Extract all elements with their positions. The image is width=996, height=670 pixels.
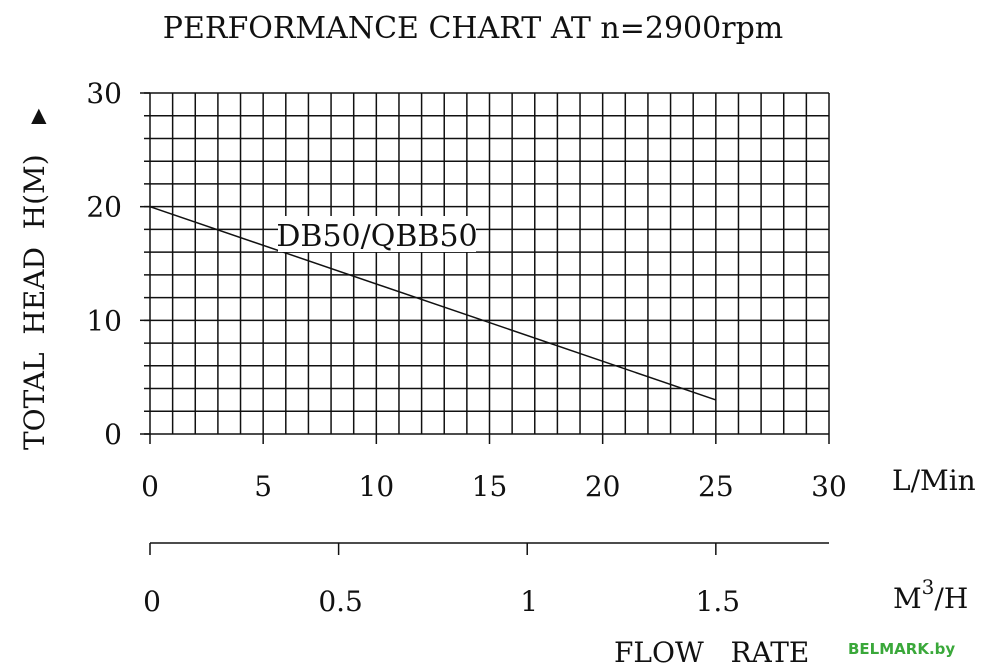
x-tick-label: 20 <box>585 470 621 503</box>
x-tick-label: 15 <box>472 470 508 503</box>
x-tick-label: 10 <box>359 470 395 503</box>
x-tick-label: 25 <box>698 470 734 503</box>
series-label: DB50/QBB50 <box>276 219 477 254</box>
chart-title: PERFORMANCE CHART AT n=2900rpm <box>163 11 783 46</box>
x-axis-label: FLOW RATE <box>614 636 809 669</box>
x-tick-label: 5 <box>254 470 272 503</box>
x-axis-unit-primary: L/Min <box>892 464 976 497</box>
x-tick-label: 0 <box>141 470 159 503</box>
tick-labels: 0 5 10 15 20 25 30 0 10 20 30 0 0.5 1 1.5 <box>86 77 846 618</box>
y-tick-label: 0 <box>104 418 122 451</box>
secondary-x-tick-label: 1 <box>520 585 538 618</box>
secondary-x-tick-label: 0.5 <box>318 585 363 618</box>
y-tick-label: 20 <box>86 191 122 224</box>
y-axis-label: TOTAL HEAD H(M) <box>18 154 51 450</box>
y-tick-label: 10 <box>86 304 122 337</box>
y-axis-title: TOTAL HEAD H(M) <box>18 154 51 450</box>
secondary-x-tick-label: 1.5 <box>696 585 741 618</box>
unit-sup: 3 <box>922 575 935 599</box>
unit-base: M <box>893 582 922 615</box>
x-tick-label: 30 <box>811 470 847 503</box>
series-label-bg <box>278 216 476 252</box>
unit-tail: /H <box>934 582 968 615</box>
x-axis-unit-secondary: M3/H <box>893 575 968 615</box>
watermark: BELMARK.by <box>848 640 955 658</box>
y-axis-arrow: ▶ <box>25 108 49 124</box>
marks: DB50/QBB50 <box>149 205 717 401</box>
secondary-x-tick-label: 0 <box>143 585 161 618</box>
y-tick-label: 30 <box>86 77 122 110</box>
series-line <box>149 205 717 401</box>
